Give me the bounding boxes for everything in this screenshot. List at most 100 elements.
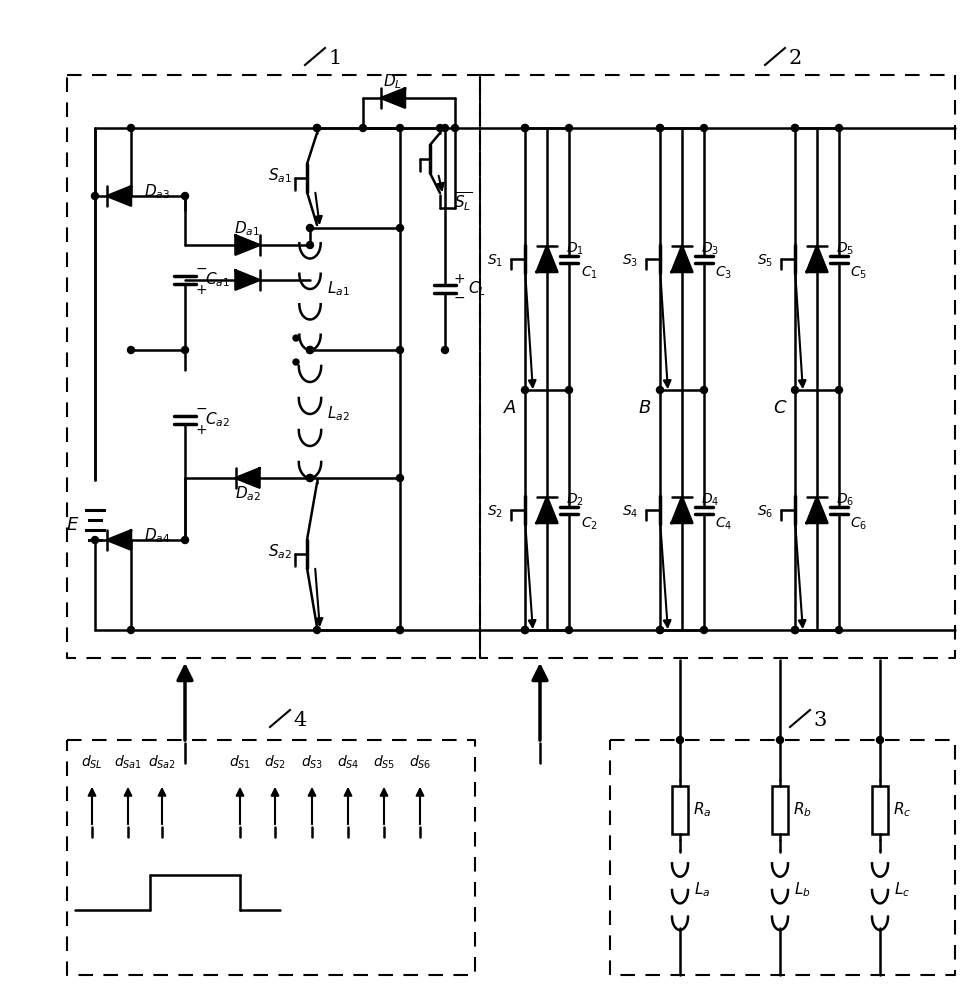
Text: $D_2$: $D_2$ xyxy=(566,492,584,508)
Circle shape xyxy=(314,124,320,131)
Text: $d_{Sa2}$: $d_{Sa2}$ xyxy=(148,753,176,771)
Text: $\overline{S_L}$: $\overline{S_L}$ xyxy=(454,191,472,213)
Text: $B$: $B$ xyxy=(638,399,652,417)
Text: 1: 1 xyxy=(328,48,342,68)
Text: $+$: $+$ xyxy=(195,283,207,297)
Text: $S_4$: $S_4$ xyxy=(621,504,638,520)
Text: $d_{S6}$: $d_{S6}$ xyxy=(409,753,431,771)
Polygon shape xyxy=(107,186,131,206)
Circle shape xyxy=(521,124,528,131)
Bar xyxy=(872,786,888,834)
Text: 2: 2 xyxy=(788,48,802,68)
Circle shape xyxy=(396,347,404,354)
Text: $C_5$: $C_5$ xyxy=(851,265,867,281)
Circle shape xyxy=(314,124,320,131)
Text: $R_b$: $R_b$ xyxy=(792,801,812,819)
Text: $D_3$: $D_3$ xyxy=(701,241,720,257)
Circle shape xyxy=(565,626,573,634)
Text: $C_{a2}$: $C_{a2}$ xyxy=(205,411,229,429)
Text: 3: 3 xyxy=(814,710,826,730)
Circle shape xyxy=(182,536,188,544)
Circle shape xyxy=(452,124,458,131)
Circle shape xyxy=(396,626,404,634)
Circle shape xyxy=(442,347,449,354)
Circle shape xyxy=(127,626,135,634)
Text: $-$: $-$ xyxy=(195,261,207,275)
Circle shape xyxy=(835,626,843,634)
Circle shape xyxy=(521,626,528,634)
Circle shape xyxy=(127,347,135,354)
Circle shape xyxy=(791,626,798,634)
Text: $d_{SL}$: $d_{SL}$ xyxy=(82,753,103,771)
Bar xyxy=(772,786,788,834)
Circle shape xyxy=(442,124,449,131)
Circle shape xyxy=(307,475,314,482)
Polygon shape xyxy=(537,497,557,523)
Circle shape xyxy=(396,225,404,232)
Circle shape xyxy=(396,124,404,131)
Circle shape xyxy=(700,386,708,393)
Circle shape xyxy=(656,124,663,131)
Text: $C_2$: $C_2$ xyxy=(581,516,597,532)
Circle shape xyxy=(91,536,98,544)
Circle shape xyxy=(700,626,708,634)
Text: $d_{S4}$: $d_{S4}$ xyxy=(337,753,359,771)
Circle shape xyxy=(791,626,798,634)
Polygon shape xyxy=(537,246,557,272)
Text: $R_a$: $R_a$ xyxy=(692,801,711,819)
Bar xyxy=(672,786,688,834)
Circle shape xyxy=(656,386,663,393)
Circle shape xyxy=(182,347,188,354)
Circle shape xyxy=(127,124,135,131)
Circle shape xyxy=(307,475,314,482)
Text: $S_2$: $S_2$ xyxy=(487,504,503,520)
Text: $L_{a2}$: $L_{a2}$ xyxy=(326,405,350,423)
Circle shape xyxy=(791,124,798,131)
Text: $d_{S5}$: $d_{S5}$ xyxy=(373,753,395,771)
Text: $C_4$: $C_4$ xyxy=(716,516,733,532)
Circle shape xyxy=(359,124,366,131)
Circle shape xyxy=(182,192,188,200)
Circle shape xyxy=(521,124,528,131)
Circle shape xyxy=(314,626,320,634)
Circle shape xyxy=(565,386,573,393)
Text: $C_6$: $C_6$ xyxy=(851,516,868,532)
Circle shape xyxy=(835,386,843,393)
Text: $S_3$: $S_3$ xyxy=(621,253,638,269)
Text: $D_{a4}$: $D_{a4}$ xyxy=(144,527,170,545)
Circle shape xyxy=(656,626,663,634)
Circle shape xyxy=(656,626,663,634)
Text: $C_{a1}$: $C_{a1}$ xyxy=(205,271,229,289)
Circle shape xyxy=(293,335,299,341)
Text: $D_6$: $D_6$ xyxy=(836,492,854,508)
Circle shape xyxy=(307,347,314,354)
Text: $-$: $-$ xyxy=(195,401,207,415)
Polygon shape xyxy=(807,246,827,272)
Polygon shape xyxy=(107,530,131,550)
Text: $L_c$: $L_c$ xyxy=(894,881,910,899)
Circle shape xyxy=(307,225,314,232)
Text: $C$: $C$ xyxy=(773,399,787,417)
Circle shape xyxy=(307,241,314,248)
Text: $D_{a2}$: $D_{a2}$ xyxy=(235,485,260,503)
Text: $d_{S3}$: $d_{S3}$ xyxy=(301,753,323,771)
Polygon shape xyxy=(672,497,692,523)
Text: $d_{S1}$: $d_{S1}$ xyxy=(229,753,251,771)
Text: $A$: $A$ xyxy=(503,399,517,417)
Circle shape xyxy=(835,124,843,131)
Circle shape xyxy=(877,736,884,744)
Polygon shape xyxy=(807,497,827,523)
Text: $S_6$: $S_6$ xyxy=(756,504,773,520)
Text: $D_4$: $D_4$ xyxy=(701,492,720,508)
Circle shape xyxy=(777,736,784,744)
Text: 4: 4 xyxy=(293,710,307,730)
Text: $S_{a2}$: $S_{a2}$ xyxy=(268,543,292,561)
Text: $L_a$: $L_a$ xyxy=(694,881,710,899)
Circle shape xyxy=(565,124,573,131)
Circle shape xyxy=(791,386,798,393)
Polygon shape xyxy=(672,246,692,272)
Text: $+$: $+$ xyxy=(452,272,465,286)
Polygon shape xyxy=(236,468,259,488)
Circle shape xyxy=(396,626,404,634)
Text: $L_{a1}$: $L_{a1}$ xyxy=(326,280,350,298)
